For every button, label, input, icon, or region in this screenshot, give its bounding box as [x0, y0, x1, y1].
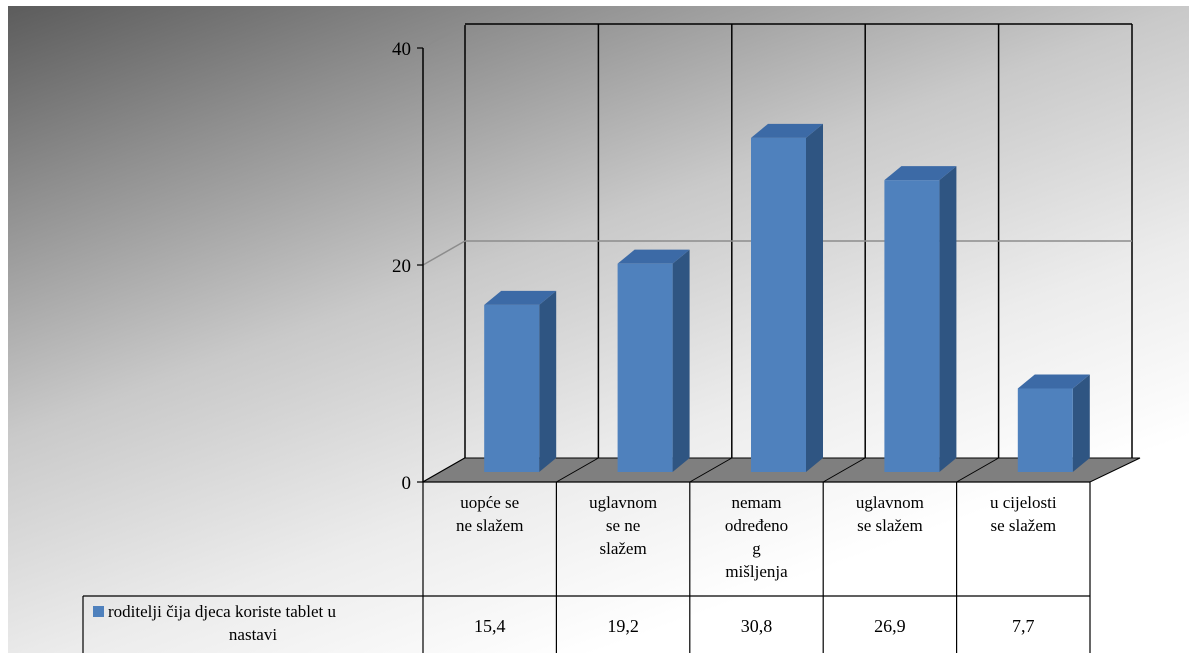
bar-top	[884, 166, 957, 181]
bar-side	[806, 123, 823, 472]
floor-divider	[556, 457, 599, 483]
bar-side	[539, 290, 557, 472]
category-label: određeno	[725, 516, 788, 535]
bar-top	[484, 290, 557, 305]
legend-label: roditelji čija djeca koriste tablet u	[108, 602, 336, 621]
bar-front	[884, 180, 940, 472]
category-label: se ne	[606, 516, 640, 535]
legend-key	[93, 606, 104, 617]
data-label: 15,4	[474, 616, 506, 636]
data-label: 7,7	[1012, 616, 1035, 636]
data-label: 30,8	[741, 616, 773, 636]
bar-front	[1017, 388, 1073, 472]
bar	[1017, 374, 1090, 472]
bar	[484, 290, 557, 472]
series-bars	[484, 123, 1090, 472]
data-label: 19,2	[607, 616, 639, 636]
bar-side	[1072, 374, 1090, 472]
bar-chart: 0 20 40 uopće se ne slažem uglavnom se ne slaže…	[82, 23, 1141, 653]
category-label: uglavnom	[856, 493, 924, 512]
bar	[617, 249, 690, 472]
bar-front	[751, 137, 806, 472]
category-label: nemam	[731, 493, 781, 512]
category-label: u cijelosti	[990, 493, 1057, 512]
bar-side	[939, 166, 957, 472]
legend-label: nastavi	[229, 625, 277, 644]
category-label: se slažem	[857, 516, 923, 535]
y-tick-label: 40	[392, 39, 411, 60]
bar	[884, 166, 957, 472]
bar-top	[617, 249, 690, 264]
category-label: uopće se	[460, 493, 519, 512]
data-table	[82, 481, 1091, 653]
category-label: uglavnom	[589, 493, 657, 512]
category-label: slažem	[599, 539, 646, 558]
bar	[751, 123, 823, 472]
bar-front	[484, 304, 540, 472]
bar-top	[1017, 374, 1090, 389]
category-label: se slažem	[990, 516, 1056, 535]
chart-area: 0 20 40 uopće se ne slažem uglavnom se ne slaže…	[8, 6, 1189, 653]
floor-divider	[822, 457, 866, 483]
y-tick-label: 20	[392, 256, 411, 277]
gridline-side	[422, 240, 466, 266]
gridline-side	[422, 23, 466, 49]
category-label: mišljenja	[725, 562, 788, 581]
floor-divider	[956, 457, 999, 483]
bar-side	[672, 249, 690, 472]
y-tick-label: 0	[402, 473, 412, 494]
bar-front	[617, 263, 673, 472]
floor-divider	[689, 457, 733, 483]
category-label: g	[752, 539, 761, 558]
category-label: ne slažem	[456, 516, 524, 535]
data-label: 26,9	[874, 616, 906, 636]
bar-top	[751, 123, 823, 138]
